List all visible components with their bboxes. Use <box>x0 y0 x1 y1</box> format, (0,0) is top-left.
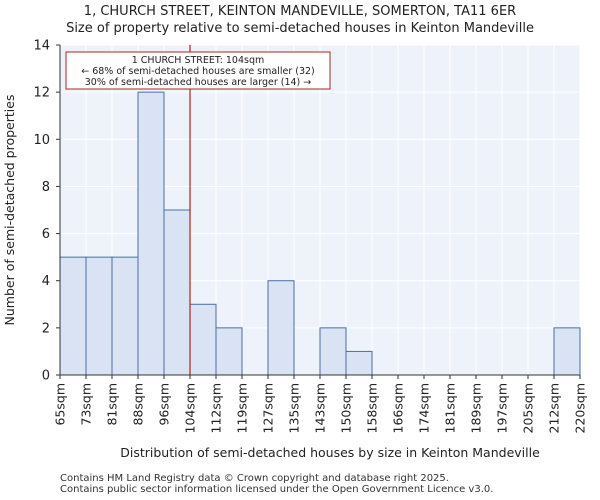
annotation-border <box>65 51 331 90</box>
x-tick-label: 135sqm <box>287 383 302 433</box>
x-tick-label: 150sqm <box>339 383 354 433</box>
x-tick-label: 88sqm <box>131 383 146 426</box>
x-tick-label: 158sqm <box>365 383 380 433</box>
y-tick-label: 4 <box>42 274 50 289</box>
bar-112sqm <box>215 327 243 376</box>
bar-81sqm <box>111 256 139 376</box>
y-tick-labels: 0 2 4 6 8 10 12 14 <box>33 39 60 384</box>
y-tick-label: 2 <box>42 321 50 336</box>
bar-96sqm <box>163 209 191 376</box>
bar-104sqm <box>189 303 217 376</box>
footer-copyright: Contains HM Land Registry data © Crown c… <box>60 473 449 484</box>
bar-73sqm <box>85 256 113 376</box>
bar-127sqm <box>267 280 295 376</box>
y-tick-label: 6 <box>42 227 50 242</box>
x-tick-label: 205sqm <box>521 383 536 433</box>
x-tick-label: 181sqm <box>443 383 458 433</box>
x-tick-label: 65sqm <box>53 383 68 426</box>
bar-143sqm <box>319 327 347 376</box>
x-tick-label: 174sqm <box>417 383 432 433</box>
chart-title: 1, CHURCH STREET, KEINTON MANDEVILLE, SO… <box>83 4 517 19</box>
x-tick-label: 220sqm <box>573 383 588 433</box>
y-tick-label: 14 <box>33 39 50 54</box>
x-tick-label: 112sqm <box>209 383 224 433</box>
x-tick-label: 212sqm <box>547 383 562 433</box>
x-tick-label: 143sqm <box>313 383 328 433</box>
y-tick-label: 8 <box>42 180 50 195</box>
y-tick-label: 12 <box>33 86 50 101</box>
y-tick-label: 10 <box>33 133 50 148</box>
x-tick-label: 81sqm <box>105 383 120 426</box>
annotation-line-3: 30% of semi-detached houses are larger (… <box>85 77 312 88</box>
x-tick-label: 96sqm <box>157 383 172 426</box>
bars <box>59 91 581 376</box>
bar-212sqm <box>553 327 581 376</box>
footer-licence: Contains public sector information licen… <box>60 484 494 495</box>
x-tick-label: 197sqm <box>495 383 510 433</box>
x-tick-label: 119sqm <box>235 383 250 433</box>
annotation-box: 1 CHURCH STREET: 104sqm ← 68% of semi-de… <box>65 51 331 90</box>
x-tick-label: 189sqm <box>469 383 484 433</box>
bar-88sqm <box>137 91 165 376</box>
x-tick-label: 127sqm <box>261 383 276 433</box>
bar-65sqm <box>59 256 87 376</box>
y-tick-label: 0 <box>42 369 50 384</box>
bar-150sqm <box>345 350 373 376</box>
x-tick-labels: 65sqm 73sqm 81sqm 88sqm 96sqm 104sqm 112sqm 119… <box>53 375 588 433</box>
x-axis-label: Distribution of semi-detached houses by … <box>120 445 540 460</box>
chart-subtitle: Size of property relative to semi-detach… <box>66 21 534 36</box>
x-tick-label: 166sqm <box>391 383 406 433</box>
annotation-line-2: ← 68% of semi-detached houses are smalle… <box>81 66 315 77</box>
annotation-line-1: 1 CHURCH STREET: 104sqm <box>132 55 265 66</box>
x-tick-label: 104sqm <box>183 383 198 433</box>
x-tick-label: 73sqm <box>79 383 94 426</box>
y-axis-label: Number of semi-detached properties <box>2 95 17 326</box>
